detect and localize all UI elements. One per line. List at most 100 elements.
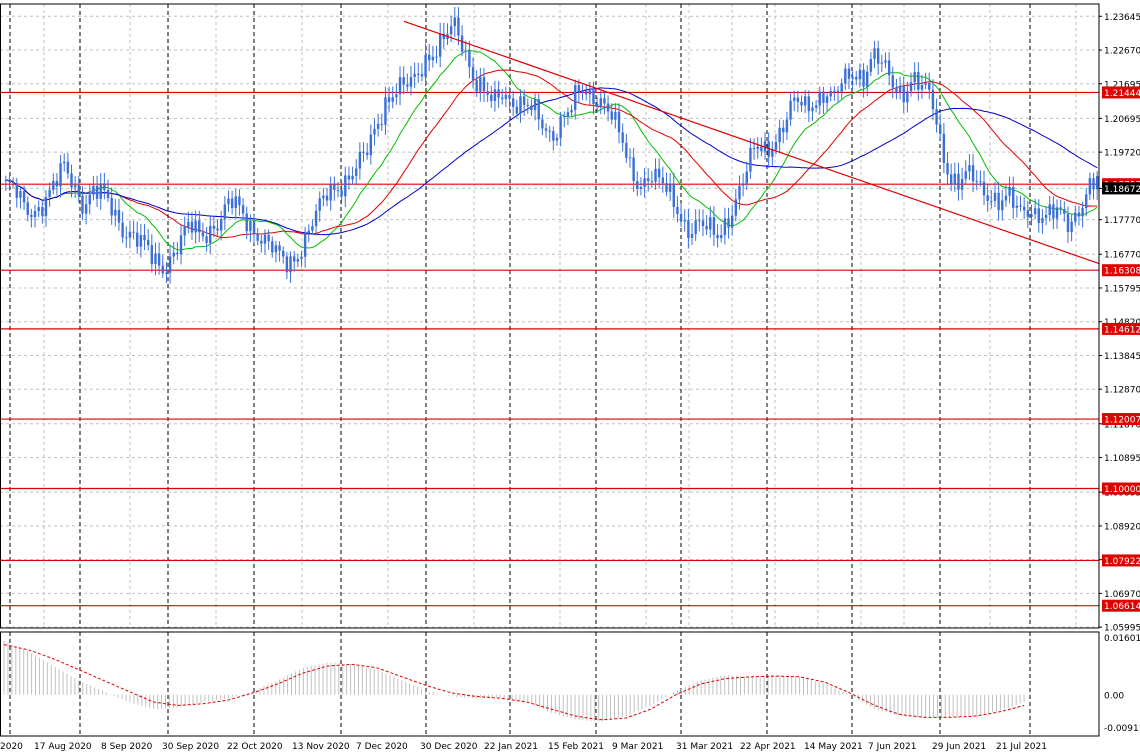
candle-body	[482, 77, 486, 92]
level-label-box	[1102, 322, 1140, 335]
candle-body	[19, 191, 22, 198]
level-label-box	[1102, 264, 1140, 277]
price-tick-label: 1.19720	[1104, 149, 1140, 159]
candle-body	[1001, 200, 1004, 211]
candle-body	[125, 237, 128, 239]
candle-body	[822, 91, 825, 103]
price-tick-label: 1.11870	[1104, 420, 1140, 430]
candle-body	[336, 190, 340, 192]
candle-body	[760, 146, 763, 152]
candle-body	[683, 220, 686, 222]
candle-body	[563, 116, 566, 118]
candle-body	[201, 232, 205, 237]
candle-body	[84, 204, 88, 214]
candle-body	[1015, 205, 1019, 208]
time-axis: 2020 17 Aug 2020 8 Sep 2020 30 Sep 2020 22 O…	[0, 742, 1047, 752]
candle-body	[260, 240, 263, 244]
candle-body	[898, 85, 902, 93]
candle-body	[347, 175, 351, 180]
candle-body	[632, 157, 635, 182]
candle-body	[1019, 205, 1022, 207]
candle-body	[745, 171, 748, 184]
candle-body	[552, 131, 555, 141]
candle-body	[132, 231, 135, 233]
candle-body	[424, 54, 427, 77]
time-axis-label: 22 Apr 2021	[740, 742, 796, 752]
candle-body	[234, 196, 237, 208]
time-axis-label: 17 Aug 2020	[34, 742, 92, 752]
candle-body	[946, 162, 949, 175]
candle-body	[351, 175, 354, 180]
candle-body	[103, 183, 106, 191]
candle-body	[263, 234, 267, 244]
candle-body	[194, 220, 197, 233]
candle-body	[982, 181, 986, 196]
candle-body	[949, 174, 953, 185]
candle-body	[59, 163, 62, 187]
candle-body	[190, 221, 194, 233]
level-label: 1.06614	[1104, 602, 1140, 612]
candle-body	[939, 124, 942, 134]
candle-body	[52, 180, 55, 190]
candle-body	[154, 253, 157, 265]
candle-body	[511, 98, 515, 107]
time-axis-label: 8 Sep 2020	[101, 742, 153, 752]
candle-body	[741, 183, 745, 186]
candle-body	[314, 210, 318, 227]
candle-body	[588, 88, 592, 95]
price-tick-label: 1.16770	[1104, 251, 1140, 261]
candle-body	[365, 152, 369, 156]
candle-body	[778, 127, 781, 143]
candle-body	[796, 97, 800, 102]
candle-body	[814, 105, 818, 108]
trendlines	[403, 20, 1100, 265]
main-panel-frame	[0, 3, 1100, 629]
candle-body	[920, 84, 924, 90]
candle-body	[161, 265, 164, 274]
current-price-box	[1102, 182, 1140, 195]
time-axis-label: 21 Jul 2021	[996, 742, 1047, 752]
horizontal-levels	[0, 91, 1099, 607]
candle-body	[37, 207, 40, 212]
candle-body	[165, 272, 168, 274]
signal-line	[3, 644, 1025, 721]
candle-body	[252, 221, 256, 234]
candle-body	[636, 181, 639, 189]
candle-body	[519, 96, 522, 114]
candle-body	[48, 189, 51, 198]
candle-body	[869, 58, 873, 72]
candle-body	[986, 195, 989, 201]
candle-body	[749, 148, 752, 172]
candle-body	[117, 209, 121, 223]
candle-body	[1059, 207, 1062, 209]
oscillator-panel-frame	[0, 631, 1100, 737]
candle-body	[70, 173, 73, 188]
candle-body	[490, 94, 493, 101]
candle-body	[1081, 207, 1084, 217]
candle-body	[41, 207, 44, 216]
price-tick-label: 1.13845	[1104, 352, 1140, 362]
candle-body	[891, 75, 894, 88]
trendline	[403, 20, 1100, 265]
candle-body	[99, 183, 102, 199]
candle-body	[358, 151, 362, 169]
candle-body	[606, 103, 610, 112]
candle-body	[968, 165, 971, 172]
moving-average-line	[5, 87, 1098, 236]
time-axis-label: 31 Mar 2021	[676, 742, 733, 752]
candle-body	[110, 197, 113, 216]
candle-body	[712, 217, 716, 235]
candle-body	[756, 146, 759, 149]
candle-body	[267, 234, 270, 242]
candle-body	[380, 123, 383, 125]
price-tick-label: 1.22670	[1104, 47, 1140, 57]
candle-body	[625, 142, 628, 158]
candle-body	[136, 232, 139, 247]
candle-body	[895, 87, 898, 93]
candle-body	[230, 198, 234, 208]
candle-body	[979, 181, 982, 183]
level-label: 1.14612	[1104, 325, 1140, 335]
candle-body	[303, 233, 307, 257]
